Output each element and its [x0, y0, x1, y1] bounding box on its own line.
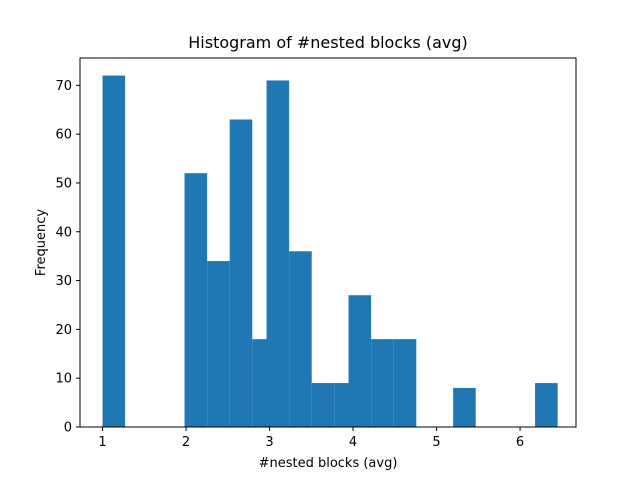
- x-ticks-group: 1 2 3 4 5 6: [98, 427, 524, 450]
- bars-group: [102, 75, 558, 428]
- histogram-bar: [453, 387, 476, 427]
- histogram-bar: [184, 173, 208, 427]
- x-tick-label: 5: [432, 435, 440, 450]
- histogram-bar: [371, 339, 394, 427]
- y-tick-label: 40: [55, 225, 72, 240]
- histogram-bar: [289, 251, 312, 427]
- histogram-bar: [102, 75, 126, 428]
- x-tick-label: 3: [265, 435, 273, 450]
- plot-frame: [79, 57, 577, 428]
- y-tick-label: 20: [55, 323, 72, 338]
- x-tick-label: 4: [349, 435, 357, 450]
- x-tick-label: 6: [516, 435, 524, 450]
- histogram-bar: [207, 261, 230, 427]
- histogram-bar: [535, 383, 558, 427]
- y-tick-label: 70: [55, 79, 72, 94]
- x-axis-label: #nested blocks (avg): [259, 456, 398, 471]
- x-tick-label: 2: [182, 435, 190, 450]
- y-axis-label: Frequency: [34, 209, 49, 276]
- y-tick-label: 50: [55, 176, 72, 191]
- histogram-bar: [311, 383, 335, 427]
- chart-title: Histogram of #nested blocks (avg): [188, 33, 467, 52]
- x-tick-label: 1: [98, 435, 106, 450]
- y-tick-label: 10: [55, 372, 72, 387]
- y-tick-label: 0: [64, 421, 72, 436]
- histogram-bar: [229, 119, 253, 427]
- histogram-bar: [266, 80, 290, 427]
- histogram-bar: [393, 339, 417, 427]
- y-tick-label: 30: [55, 274, 72, 289]
- y-tick-label: 60: [55, 128, 72, 143]
- histogram-bar: [348, 295, 372, 427]
- y-ticks-group: 0 10 20 30 40 50 60 70: [55, 79, 80, 436]
